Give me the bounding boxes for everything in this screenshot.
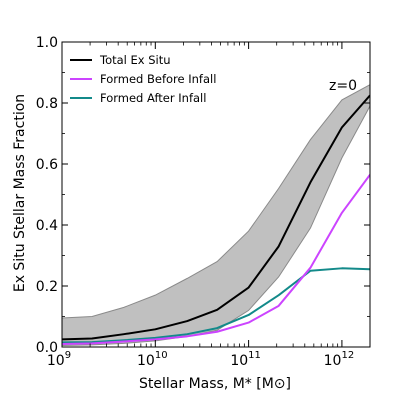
y-tick-label: 1.0 — [36, 35, 58, 51]
series-line-formed-before-infall — [62, 174, 370, 345]
legend-label-formed-after-infall: Formed After Infall — [100, 91, 206, 105]
axes: 0.0 0.2 0.4 0.6 0.8 1.0 109 1010 1011 1012 — [36, 35, 371, 369]
legend-label-total-ex-situ: Total Ex Situ — [99, 53, 171, 67]
y-tick-label: 0.6 — [36, 157, 58, 173]
redshift-annotation: z=0 — [329, 78, 357, 94]
y-tick-label: 0.4 — [36, 218, 58, 234]
band-lower-edge — [62, 105, 370, 346]
series-line-formed-after-infall — [62, 267, 370, 344]
plot-clip-group — [62, 84, 370, 346]
x-tick-label: 109 — [47, 350, 71, 369]
y-axis-label: Ex Situ Stellar Mass Fraction — [12, 94, 28, 292]
legend: Total Ex Situ Formed Before Infall Formed … — [70, 53, 216, 105]
y-tick-label: 0.2 — [36, 279, 58, 295]
y-tick-label: 0.8 — [36, 96, 58, 112]
x-tick-label: 1010 — [137, 350, 168, 369]
y-tick-label: 0.0 — [36, 340, 58, 356]
x-tick-label: 1011 — [230, 350, 261, 369]
scatter-band — [62, 84, 370, 346]
x-tick-label: 1012 — [324, 350, 355, 369]
band-upper-edge — [62, 84, 370, 319]
plot-area — [62, 84, 370, 346]
x-axis-label: Stellar Mass, M* [M⊙] — [139, 376, 291, 392]
legend-label-formed-before-infall: Formed Before Infall — [100, 72, 216, 86]
series-line-total-ex-situ — [62, 94, 370, 341]
